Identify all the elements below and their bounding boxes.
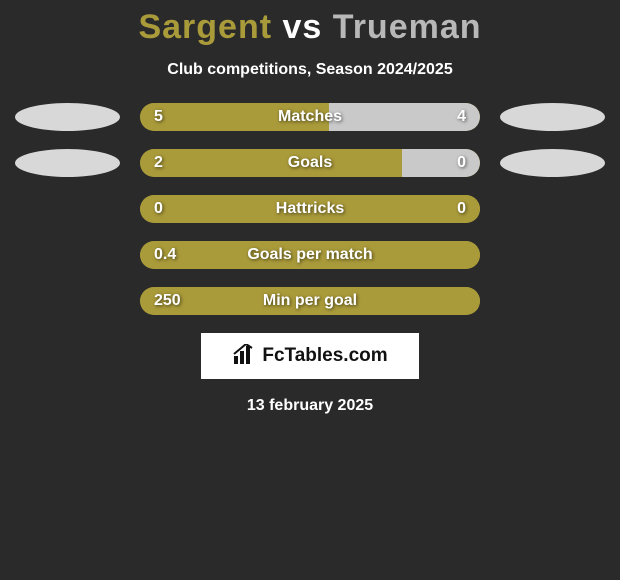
stat-bar: 0.4 Goals per match [140,241,480,269]
stat-row: 250 Min per goal [0,287,620,315]
date-label: 13 february 2025 [0,397,620,415]
subtitle: Club competitions, Season 2024/2025 [0,61,620,79]
player1-bar-fill [140,149,402,177]
stat-name: Matches [278,108,342,126]
stat-name: Hattricks [276,200,344,218]
brand-logo[interactable]: FcTables.com [201,333,419,379]
player1-value: 2 [154,154,163,172]
stat-bar: 250 Min per goal [140,287,480,315]
stat-name: Min per goal [263,292,357,310]
player1-badge [15,149,120,177]
stat-name: Goals per match [247,246,372,264]
page-title: Sargent vs Trueman [0,8,620,47]
bar-chart-icon [232,344,256,369]
player2-badge [500,149,605,177]
player1-name: Sargent [138,8,272,46]
player2-name: Trueman [333,8,482,46]
player2-bar-fill [402,149,480,177]
stat-row: 0 Hattricks 0 [0,195,620,223]
stat-bar: 2 Goals 0 [140,149,480,177]
stat-row: 2 Goals 0 [0,149,620,177]
player1-value: 5 [154,108,163,126]
stat-row: 0.4 Goals per match [0,241,620,269]
stat-row: 5 Matches 4 [0,103,620,131]
vs-separator: vs [283,8,323,46]
stats-area: 5 Matches 4 2 Goals 0 0 Hattricks 0 0.4 Goals per … [0,103,620,315]
stat-name: Goals [288,154,332,172]
player2-value: 0 [457,200,466,218]
player1-badge [15,103,120,131]
player1-value: 0.4 [154,246,176,264]
player2-value: 0 [457,154,466,172]
brand-text: FcTables.com [262,345,387,367]
player1-value: 250 [154,292,181,310]
player1-value: 0 [154,200,163,218]
player2-badge [500,103,605,131]
stat-bar: 0 Hattricks 0 [140,195,480,223]
comparison-widget: Sargent vs Trueman Club competitions, Se… [0,0,620,415]
player2-value: 4 [457,108,466,126]
stat-bar: 5 Matches 4 [140,103,480,131]
